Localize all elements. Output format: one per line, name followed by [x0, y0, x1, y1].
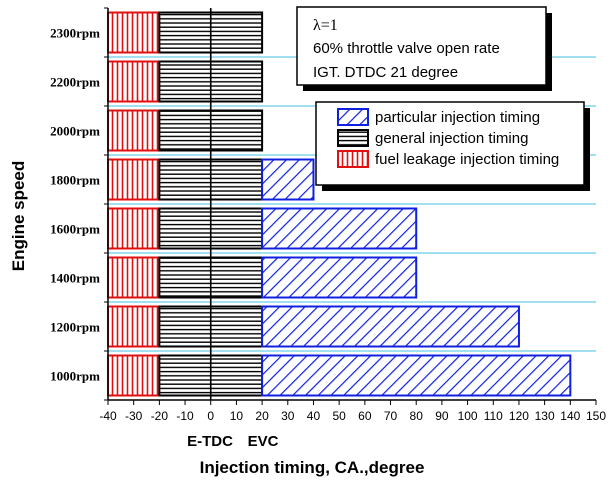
- axes: -40 -30 -20 -10 0 10 20 30 40 50 60 70 80 90 100 110 120…: [50, 7, 606, 423]
- y-axis-title: Engine speed: [9, 161, 28, 272]
- legend-label-fuel-leakage: fuel leakage injection timing: [375, 151, 559, 168]
- legend-item-fuel-leakage: fuel leakage injection timing: [337, 150, 559, 168]
- y-category-label: 1600rpm: [50, 222, 100, 237]
- bar-fuel-leakage-1400rpm: [107, 256, 161, 299]
- annotation-throttle: 60% throttle valve open rate: [313, 40, 500, 57]
- x-tick-label: 90: [435, 409, 449, 423]
- bar-fuel-leakage-1000rpm: [107, 354, 161, 397]
- x-tick-label: 130: [535, 409, 555, 423]
- bar-fuel-leakage-2200rpm: [107, 60, 161, 103]
- y-category-label: 1800rpm: [50, 173, 100, 188]
- x-tick-label: 140: [560, 409, 580, 423]
- x-tick-label: 120: [509, 409, 529, 423]
- x-tick-label: 50: [332, 409, 346, 423]
- annotation-ignition: IGT. DTDC 21 degree: [313, 64, 458, 81]
- evc-label: EVC: [248, 433, 279, 450]
- bar-particular-1400rpm: [261, 256, 418, 299]
- y-category-label: 1400rpm: [50, 271, 100, 286]
- bar-fuel-leakage-1800rpm: [107, 158, 161, 201]
- y-category-label: 2300rpm: [50, 26, 100, 41]
- x-axis-title: Injection timing, CA.,degree: [200, 458, 425, 477]
- bar-fuel-leakage-2000rpm: [107, 109, 161, 152]
- bar-particular-1000rpm: [261, 354, 572, 397]
- x-tick-label: 10: [230, 409, 244, 423]
- x-tick-label: 30: [281, 409, 295, 423]
- bar-particular-1200rpm: [261, 305, 520, 348]
- bar-fuel-leakage-1600rpm: [107, 207, 161, 250]
- x-tick-label: -20: [151, 409, 169, 423]
- bar-particular-1800rpm: [261, 158, 315, 201]
- x-tick-label: 40: [307, 409, 321, 423]
- x-tick-label: 100: [458, 409, 478, 423]
- y-category-label: 2200rpm: [50, 75, 100, 90]
- legend: particular injection timing general inje…: [315, 101, 590, 191]
- x-tick-label: 150: [586, 409, 606, 423]
- x-tick-label: 60: [358, 409, 372, 423]
- legend-item-particular: particular injection timing: [337, 108, 540, 126]
- x-tick-label: 80: [410, 409, 424, 423]
- x-tick-label: 70: [384, 409, 398, 423]
- legend-label-general: general injection timing: [375, 130, 528, 147]
- x-tick-label: 110: [484, 409, 503, 423]
- annotation-lambda: λ=1: [313, 17, 338, 34]
- legend-swatch-general: [337, 129, 369, 147]
- x-tick-label: 0: [207, 409, 214, 423]
- x-tick-label: -40: [99, 409, 117, 423]
- bar-fuel-leakage-1200rpm: [107, 305, 161, 348]
- y-category-label: 1200rpm: [50, 320, 100, 335]
- bar-particular-1600rpm: [261, 207, 418, 250]
- legend-label-particular: particular injection timing: [375, 109, 540, 126]
- legend-swatch-fuel-leakage: [337, 150, 369, 168]
- legend-item-general: general injection timing: [337, 129, 528, 147]
- bar-fuel-leakage-2300rpm: [107, 11, 161, 54]
- annotation-box: λ=1 60% throttle valve open rate IGT. DT…: [296, 6, 552, 91]
- x-tick-label: 20: [255, 409, 269, 423]
- x-tick-label: -30: [125, 409, 143, 423]
- x-tick-label: -10: [176, 409, 194, 423]
- e-tdc-label: E-TDC: [187, 433, 233, 450]
- y-category-label: 2000rpm: [50, 124, 100, 139]
- y-category-label: 1000rpm: [50, 369, 100, 384]
- legend-swatch-particular: [337, 108, 369, 126]
